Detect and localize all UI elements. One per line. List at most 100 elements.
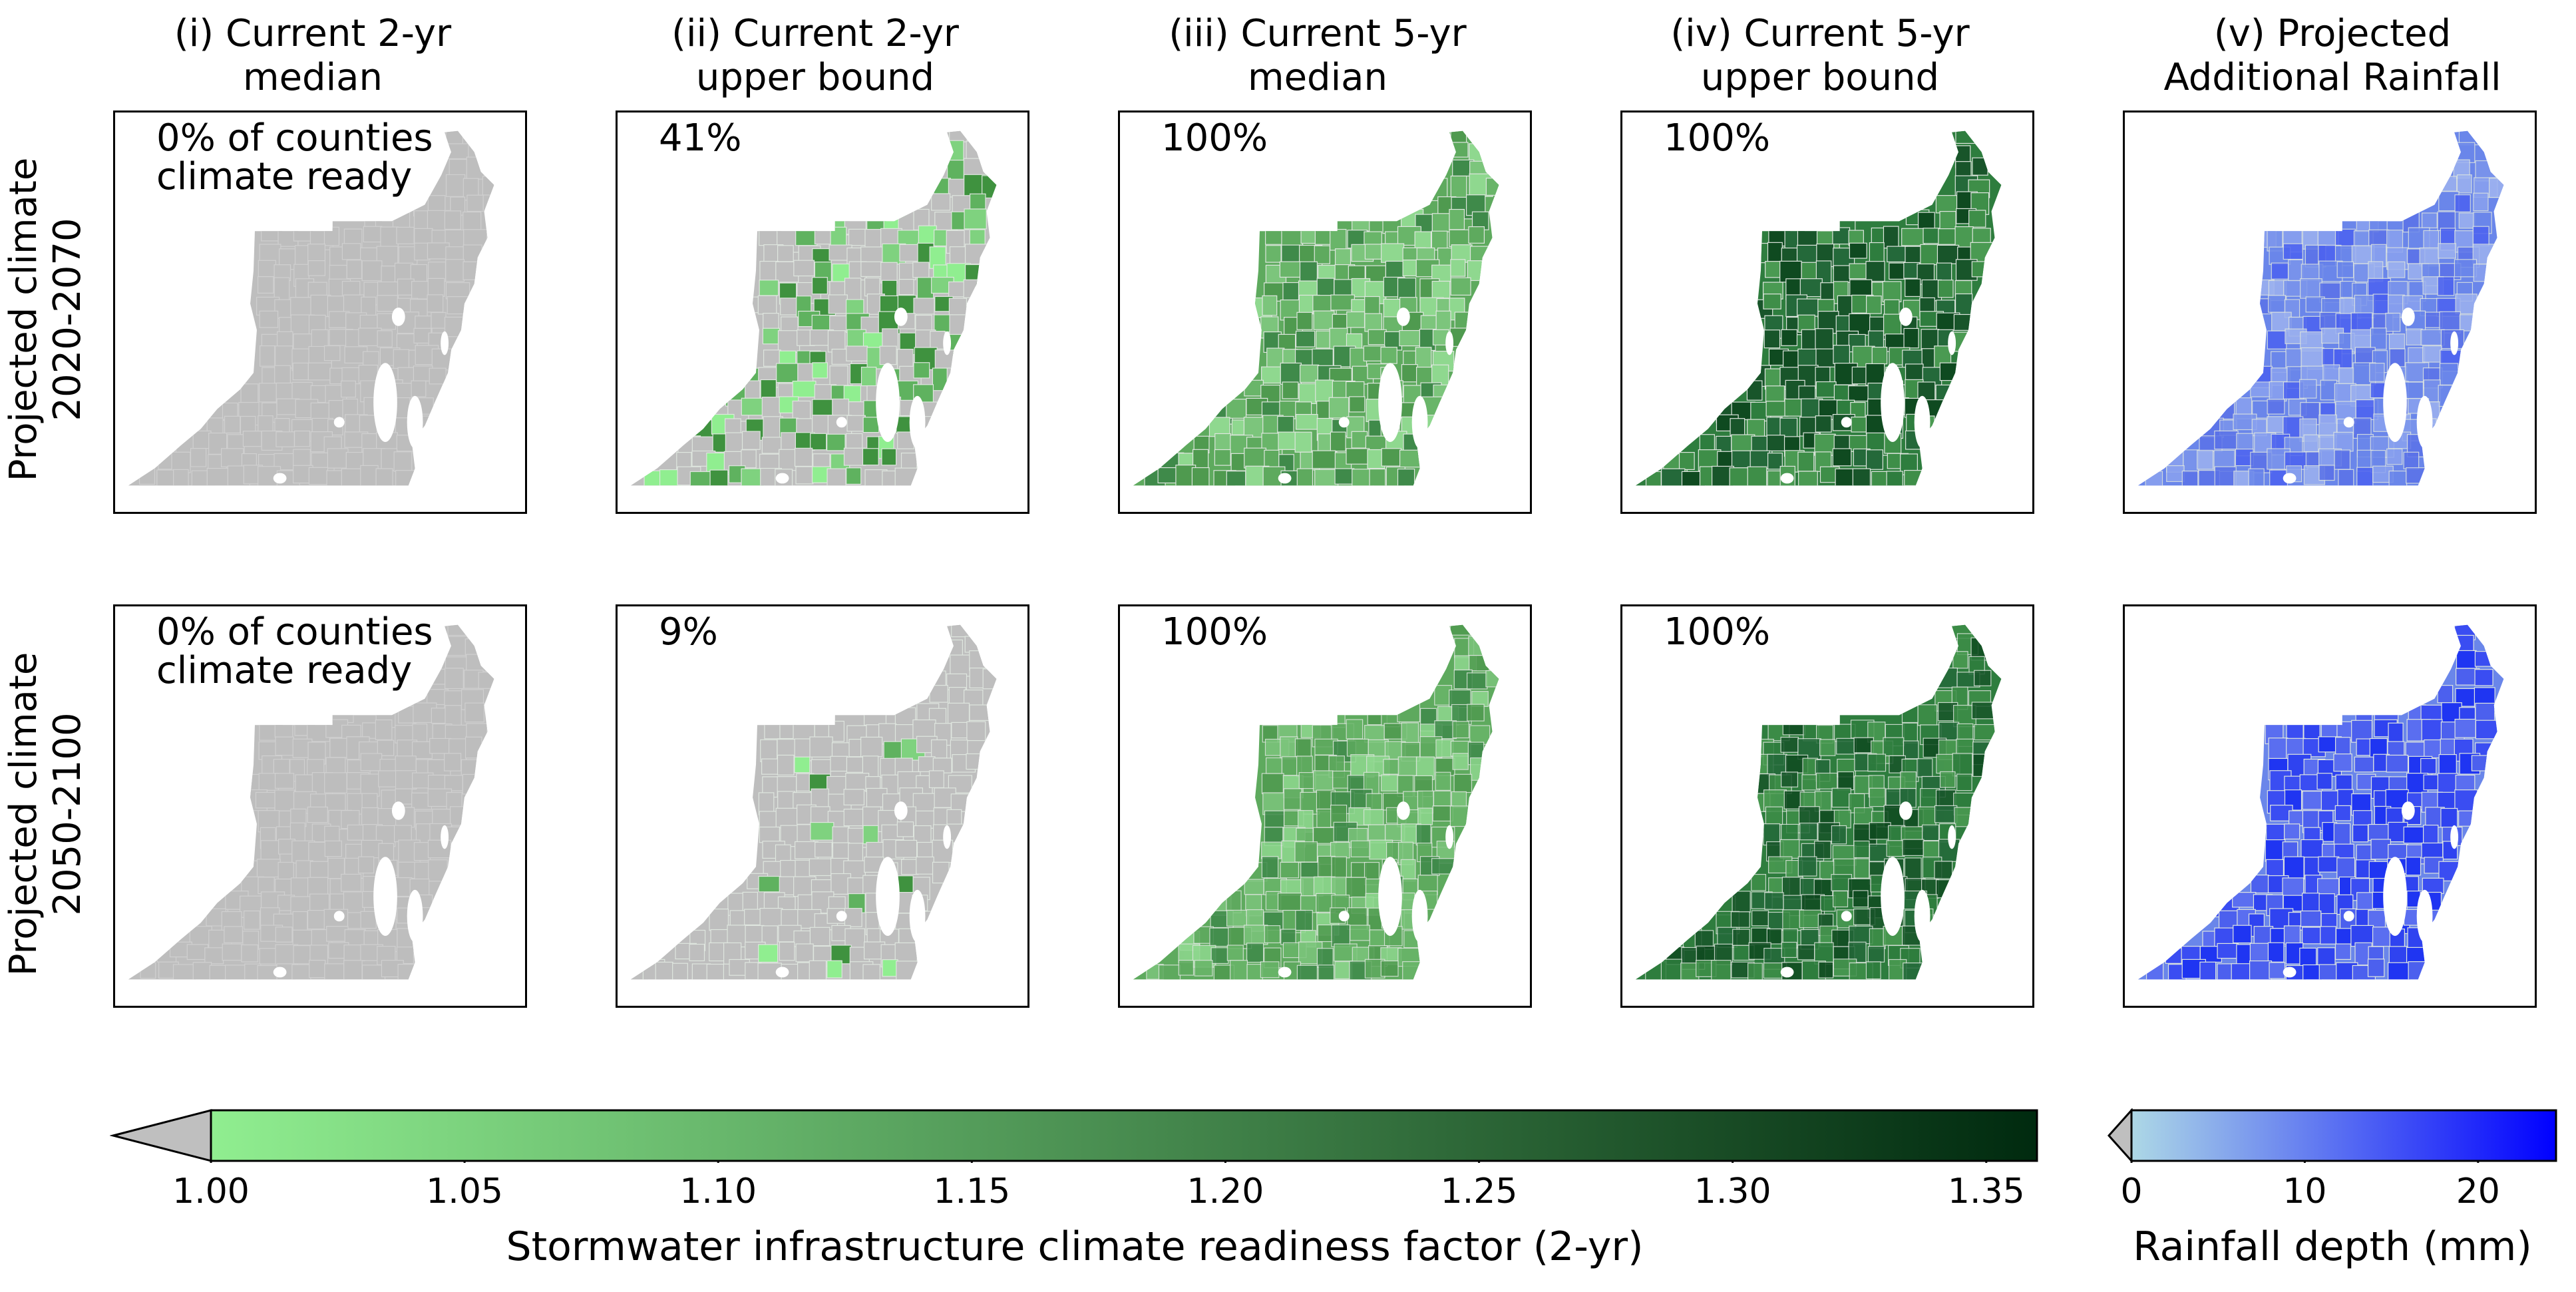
county — [325, 793, 346, 813]
county — [2370, 839, 2391, 860]
county — [896, 821, 914, 837]
county — [2368, 823, 2390, 841]
county — [427, 195, 446, 213]
county — [1399, 449, 1421, 468]
county — [1852, 890, 1869, 908]
county — [1226, 399, 1247, 419]
county — [222, 943, 242, 961]
county — [1350, 925, 1371, 941]
county-map — [630, 624, 997, 980]
county — [1312, 348, 1334, 367]
county — [2300, 910, 2322, 927]
county — [225, 965, 247, 980]
county — [1883, 226, 1899, 249]
county — [2318, 893, 2335, 915]
county — [2218, 402, 2235, 420]
county — [1937, 280, 1954, 298]
county — [1264, 810, 1285, 829]
county — [1351, 431, 1368, 449]
county — [1730, 911, 1750, 928]
county — [189, 926, 212, 946]
map-panel-r2-c4: 100% — [1620, 604, 2034, 1008]
county — [2406, 467, 2426, 484]
county — [881, 448, 897, 466]
colorbar-tick-label: 1.05 — [426, 1172, 503, 1211]
county — [2352, 824, 2369, 843]
county — [1468, 636, 1489, 656]
county — [1797, 451, 1815, 472]
county — [1836, 738, 1857, 755]
county — [429, 367, 447, 385]
county — [1363, 809, 1384, 825]
county — [1294, 841, 1318, 863]
county — [375, 468, 393, 486]
colorbar-gradient — [210, 1109, 2038, 1162]
county — [1281, 229, 1303, 248]
county — [1368, 329, 1387, 345]
water-body — [2450, 825, 2459, 849]
county — [1729, 467, 1749, 486]
county — [445, 636, 468, 656]
county — [1952, 753, 1973, 777]
county — [1191, 467, 1210, 486]
county — [1849, 263, 1867, 280]
county — [1763, 294, 1781, 310]
county — [1328, 397, 1350, 419]
county — [1264, 925, 1281, 944]
county — [2388, 333, 2405, 349]
county — [2338, 469, 2354, 486]
county — [307, 362, 332, 381]
county — [1330, 431, 1346, 452]
county — [1450, 277, 1471, 296]
county — [2333, 754, 2352, 772]
county — [291, 964, 311, 980]
county — [307, 260, 326, 276]
county — [2288, 259, 2303, 282]
county — [1765, 385, 1785, 403]
county — [259, 310, 279, 328]
county — [795, 943, 814, 963]
county — [1346, 311, 1366, 328]
county — [465, 736, 482, 759]
county — [1485, 670, 1499, 688]
county — [324, 825, 340, 843]
county — [1349, 396, 1366, 413]
county — [428, 859, 448, 882]
county — [1869, 787, 1886, 807]
county — [1849, 242, 1867, 259]
county — [2303, 434, 2319, 453]
county — [1415, 347, 1432, 369]
county — [931, 193, 951, 211]
county — [377, 330, 393, 347]
water-body — [1948, 331, 1956, 355]
county — [2454, 789, 2478, 812]
water-body — [894, 801, 908, 820]
county — [1678, 452, 1695, 471]
county — [323, 226, 340, 246]
county — [846, 415, 866, 432]
county — [257, 276, 274, 294]
county — [934, 349, 955, 369]
county — [1265, 757, 1283, 775]
county — [256, 859, 281, 878]
county — [1904, 857, 1922, 881]
county — [1350, 840, 1372, 857]
county — [741, 449, 757, 469]
county — [1784, 398, 1804, 417]
county — [466, 654, 490, 672]
county — [293, 225, 313, 242]
county — [1867, 946, 1885, 963]
county — [1485, 178, 1499, 196]
county — [1449, 805, 1469, 827]
map-panel-r2-c1: 0% of counties climate ready — [113, 604, 527, 1008]
county — [862, 964, 880, 980]
water-body — [1780, 967, 1794, 978]
county — [843, 447, 866, 466]
rainfall-colorbar — [2107, 1108, 2557, 1163]
water-body — [1378, 857, 1402, 937]
water-body — [1881, 363, 1905, 443]
county — [295, 774, 315, 793]
county — [1903, 963, 1925, 980]
county — [811, 759, 831, 775]
county — [644, 470, 661, 486]
